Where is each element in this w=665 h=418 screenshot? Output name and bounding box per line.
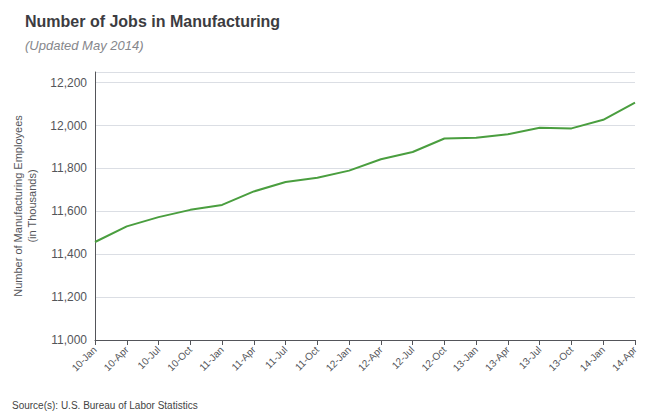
svg-text:11-Jul: 11-Jul xyxy=(263,344,289,370)
svg-text:12-Apr: 12-Apr xyxy=(356,344,385,373)
svg-text:Number of Jobs in Manufacturin: Number of Jobs in Manufacturing xyxy=(25,13,280,30)
svg-text:(in Thousands): (in Thousands) xyxy=(26,169,38,242)
svg-text:12-Jan: 12-Jan xyxy=(324,344,353,373)
svg-text:14-Jan: 14-Jan xyxy=(578,344,607,373)
svg-text:11-Oct: 11-Oct xyxy=(293,344,322,373)
svg-text:11,200: 11,200 xyxy=(51,290,87,304)
svg-text:13-Apr: 13-Apr xyxy=(483,344,512,373)
svg-text:12-Oct: 12-Oct xyxy=(419,344,448,373)
svg-text:12-Jul: 12-Jul xyxy=(390,344,417,371)
svg-text:11,800: 11,800 xyxy=(51,161,87,175)
svg-text:10-Jul: 10-Jul xyxy=(135,344,162,371)
svg-text:(Updated May 2014): (Updated May 2014) xyxy=(25,38,144,53)
svg-text:10-Oct: 10-Oct xyxy=(165,344,194,373)
svg-text:10-Apr: 10-Apr xyxy=(102,344,131,373)
svg-text:12,000: 12,000 xyxy=(50,119,87,133)
svg-text:14-Apr: 14-Apr xyxy=(610,344,639,373)
svg-text:11,600: 11,600 xyxy=(51,204,87,218)
svg-text:11,000: 11,000 xyxy=(51,333,87,347)
svg-text:13-Oct: 13-Oct xyxy=(546,344,575,373)
svg-text:13-Jan: 13-Jan xyxy=(451,344,480,373)
svg-text:11-Jan: 11-Jan xyxy=(197,344,226,373)
svg-text:11-Apr: 11-Apr xyxy=(229,344,258,373)
svg-text:10-Jan: 10-Jan xyxy=(70,344,99,373)
svg-text:11,400: 11,400 xyxy=(51,247,87,261)
svg-text:Source(s): U.S. Bureau of Labo: Source(s): U.S. Bureau of Labor Statisti… xyxy=(12,400,198,411)
svg-text:12,200: 12,200 xyxy=(50,76,87,90)
svg-text:Number of Manufacturing Employ: Number of Manufacturing Employees xyxy=(12,115,24,297)
svg-text:13-Jul: 13-Jul xyxy=(517,344,544,371)
